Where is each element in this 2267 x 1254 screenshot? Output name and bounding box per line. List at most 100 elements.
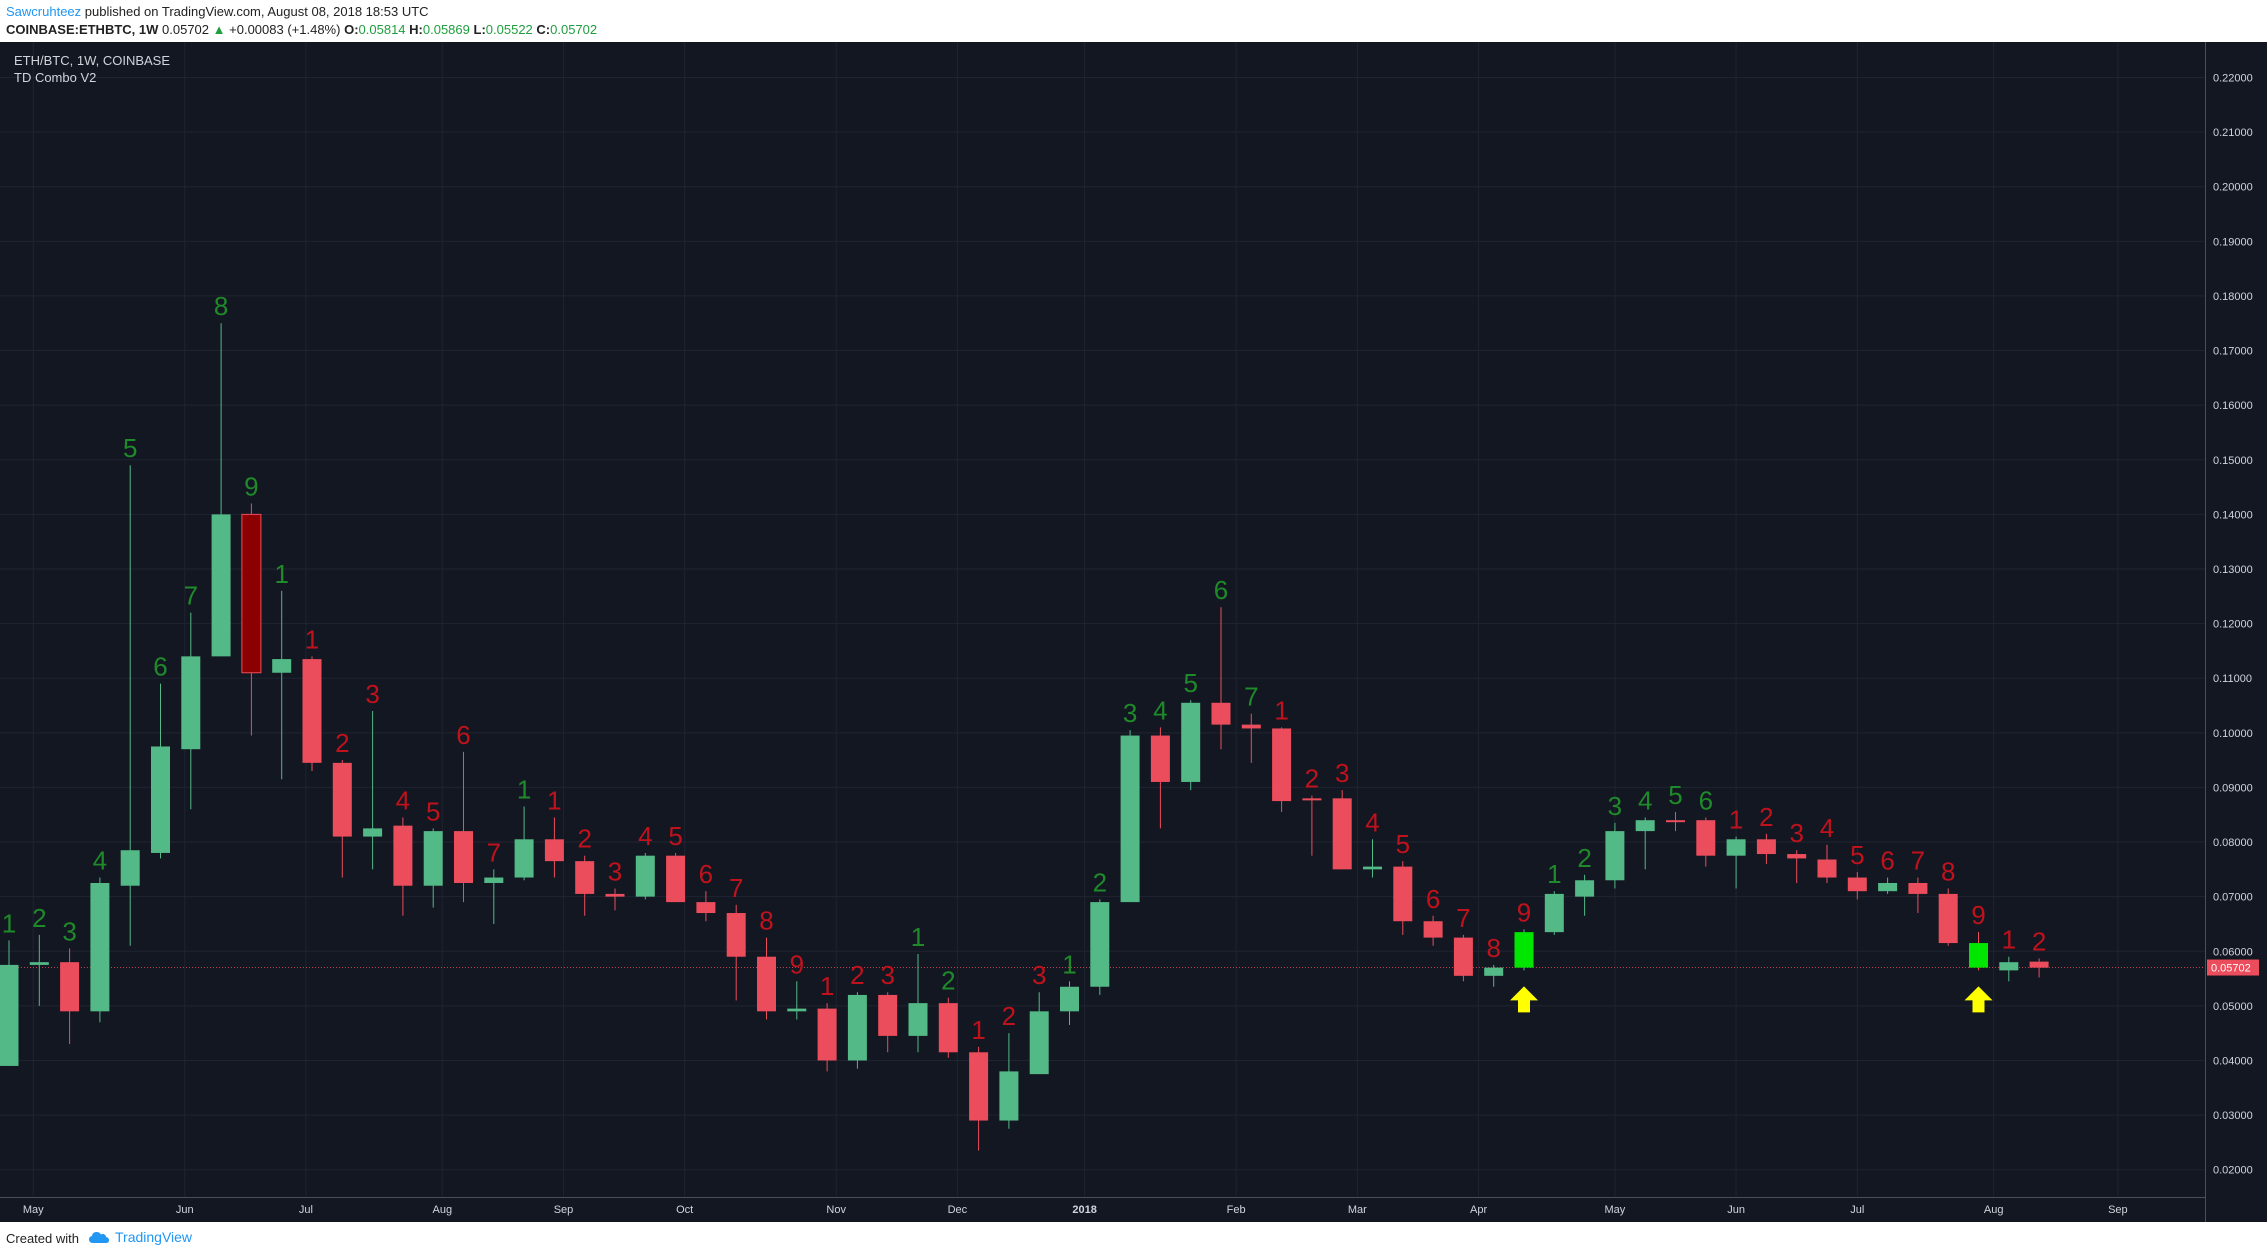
candle-body[interactable]	[544, 839, 564, 862]
candle-body[interactable]	[1969, 943, 1988, 968]
low-value: 0.05522	[485, 22, 533, 37]
candle-body[interactable]	[575, 861, 595, 894]
candle-body[interactable]	[605, 893, 625, 897]
candle-body[interactable]	[484, 877, 504, 883]
tradingview-logo[interactable]: TradingView	[88, 1229, 192, 1245]
td-count-label: 7	[1456, 903, 1470, 933]
td-count-label: 8	[1486, 933, 1500, 963]
candle-body[interactable]	[1332, 798, 1352, 870]
candle-body[interactable]	[302, 659, 322, 763]
candle-body[interactable]	[1756, 839, 1776, 855]
candle-body[interactable]	[1666, 820, 1685, 823]
time-axis-label: Dec	[948, 1204, 968, 1216]
candle-body[interactable]	[908, 1003, 928, 1036]
candle-body[interactable]	[1060, 986, 1079, 1012]
candle-body[interactable]	[1817, 859, 1837, 878]
candle-body[interactable]	[1029, 1011, 1049, 1075]
candle-body[interactable]	[696, 902, 716, 914]
td-count-label: 3	[62, 917, 76, 947]
time-axis-label: Apr	[1470, 1204, 1487, 1216]
candle-body[interactable]	[423, 831, 443, 886]
chart-legend: ETH/BTC, 1W, COINBASE TD Combo V2	[14, 52, 170, 86]
td-count-label: 1	[1274, 695, 1288, 725]
candle-body[interactable]	[1363, 866, 1382, 870]
price-axis-label: 0.09000	[2213, 782, 2253, 794]
candle-body[interactable]	[1241, 724, 1261, 729]
candle-body[interactable]	[726, 913, 746, 957]
candle-body[interactable]	[1544, 893, 1564, 933]
candle-body[interactable]	[454, 831, 473, 883]
candle-body[interactable]	[332, 762, 352, 837]
candle-body[interactable]	[938, 1003, 958, 1053]
td-count-label: 5	[668, 821, 682, 851]
td-count-label: 2	[1759, 802, 1773, 832]
candle-body[interactable]	[211, 514, 231, 657]
candle-body[interactable]	[847, 994, 867, 1061]
td-count-label: 3	[365, 679, 379, 709]
candle-body[interactable]	[969, 1052, 989, 1121]
td-count-label: 3	[1608, 791, 1622, 821]
td-count-label: 1	[517, 775, 531, 805]
candle-body[interactable]	[1181, 702, 1201, 782]
candle-body[interactable]	[1878, 882, 1898, 892]
close-label: C:	[536, 22, 551, 37]
candle-body[interactable]	[817, 1008, 837, 1061]
candle-body[interactable]	[1999, 962, 2019, 971]
price-axis-label: 0.21000	[2213, 127, 2253, 139]
candle-body[interactable]	[1575, 880, 1595, 897]
td-count-label: 5	[1396, 829, 1410, 859]
candle-body[interactable]	[1090, 902, 1110, 987]
price-axis-label: 0.15000	[2213, 455, 2253, 467]
candle-body[interactable]	[1423, 921, 1443, 938]
candle-body[interactable]	[363, 828, 383, 837]
candle-body[interactable]	[514, 839, 534, 878]
td-count-label: 2	[335, 728, 349, 758]
candle-body[interactable]	[1514, 932, 1534, 968]
candle-body[interactable]	[1150, 735, 1170, 782]
candle-body[interactable]	[878, 994, 898, 1036]
candle-body[interactable]	[90, 882, 110, 1012]
candle-body[interactable]	[29, 962, 49, 965]
candle-body[interactable]	[393, 825, 413, 886]
candle-body[interactable]	[1908, 882, 1928, 894]
candle-body[interactable]	[1211, 702, 1231, 725]
candle-body[interactable]	[757, 956, 776, 1012]
candle-body[interactable]	[1787, 854, 1807, 859]
time-axis-label: Sep	[2108, 1204, 2128, 1216]
td-count-label: 5	[123, 433, 137, 463]
candle-body[interactable]	[1484, 967, 1504, 976]
candle-body[interactable]	[181, 656, 201, 750]
candle-body[interactable]	[1938, 893, 1958, 944]
candle-body[interactable]	[635, 855, 655, 897]
legend-indicator[interactable]: TD Combo V2	[14, 70, 97, 85]
td-count-label: 7	[1911, 846, 1925, 876]
candle-body[interactable]	[1453, 937, 1473, 976]
td-count-label: 7	[184, 581, 198, 611]
candle-body[interactable]	[120, 850, 140, 886]
time-axis-label: Jun	[176, 1204, 194, 1216]
candle-body[interactable]	[999, 1071, 1019, 1121]
price-change: +0.00083 (+1.48%)	[229, 22, 341, 37]
candle-body[interactable]	[272, 659, 292, 673]
candle-body[interactable]	[1726, 839, 1746, 856]
candle-body[interactable]	[241, 513, 262, 674]
candle-body[interactable]	[1302, 798, 1322, 801]
candle-body[interactable]	[0, 964, 19, 1066]
candle-body[interactable]	[787, 1008, 807, 1012]
time-axis-label: Sep	[554, 1204, 574, 1216]
candle-body[interactable]	[1605, 831, 1625, 881]
candle-body[interactable]	[151, 746, 170, 853]
candle-body[interactable]	[1393, 866, 1413, 922]
candle-body[interactable]	[1635, 820, 1655, 832]
candle-body[interactable]	[2029, 961, 2049, 968]
candle-body[interactable]	[60, 962, 80, 1012]
author-link[interactable]: Sawcruhteez	[6, 4, 82, 19]
candle-body[interactable]	[1272, 728, 1292, 802]
close-value: 0.05702	[550, 22, 598, 37]
candle-body[interactable]	[1120, 735, 1140, 903]
candle-body[interactable]	[1696, 820, 1716, 856]
candle-body[interactable]	[1847, 877, 1867, 892]
candle-body[interactable]	[666, 855, 686, 903]
